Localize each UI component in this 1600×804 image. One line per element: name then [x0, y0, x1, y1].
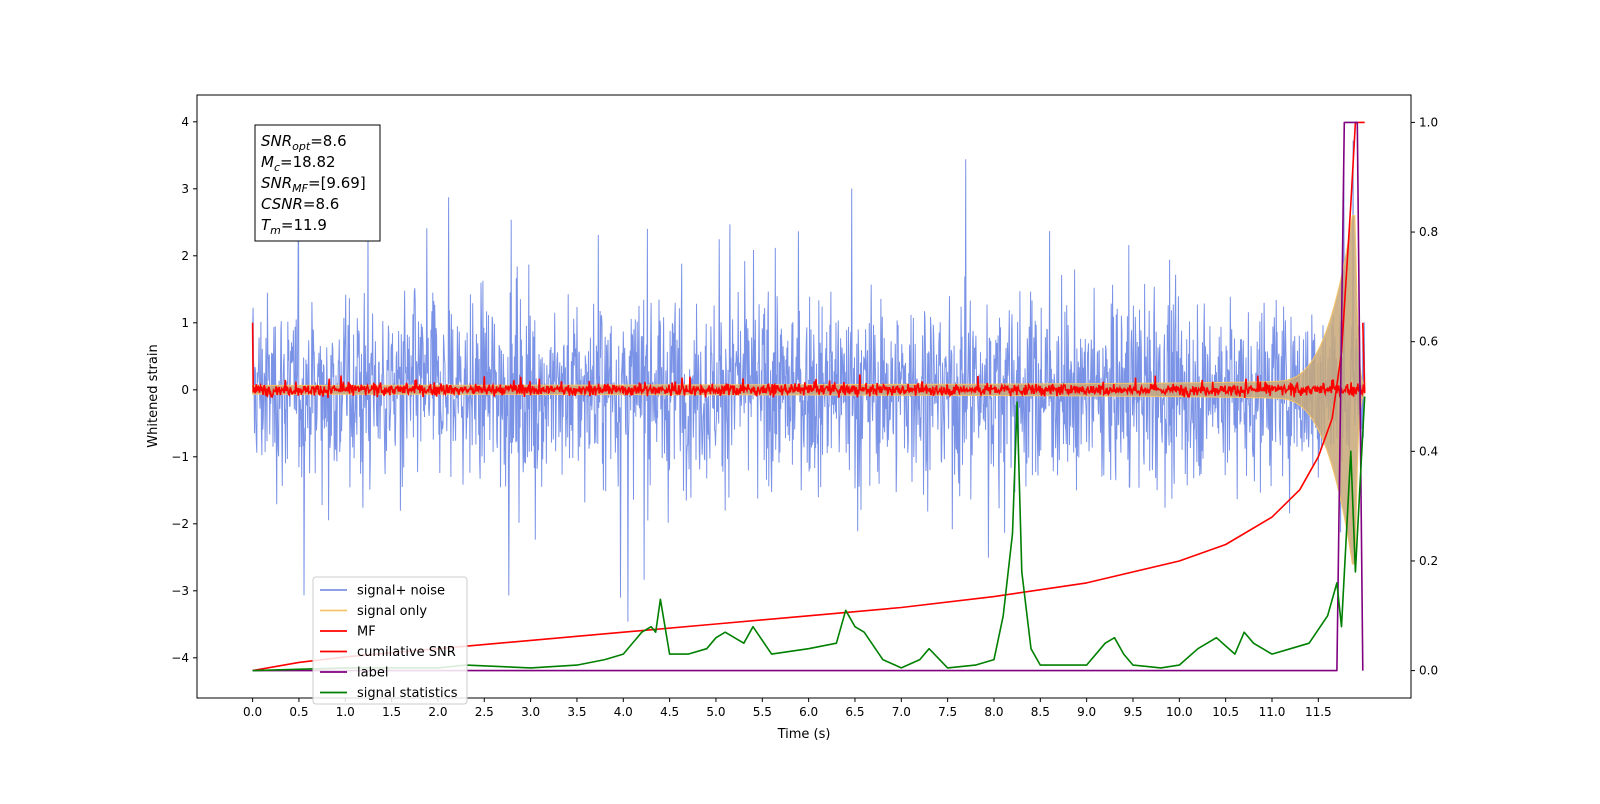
series-mf-line — [251, 322, 1366, 399]
y-axis-right: 1.0 0.8 0.6 0.4 0.2 0.0 — [1411, 115, 1438, 678]
x-tick-label: 8.5 — [1031, 705, 1050, 719]
legend-label: signal statistics — [357, 686, 458, 701]
x-tick-label: 5.0 — [706, 705, 725, 719]
annotation-line: CSNR=8.6 — [261, 195, 339, 213]
annotation-line: SNRopt=8.6 — [261, 132, 347, 153]
series-cumilative-snr-line — [252, 121, 1365, 672]
series-label-line — [252, 121, 1364, 672]
x-tick-label: 2.5 — [475, 705, 494, 719]
y2-tick-label: 0.8 — [1419, 225, 1438, 239]
x-tick-label: 7.0 — [892, 705, 911, 719]
y-tick-label: −2 — [171, 517, 189, 531]
y2-tick-label: 0.6 — [1419, 335, 1438, 349]
x-tick-label: 11.5 — [1305, 705, 1332, 719]
x-tick-label: 9.5 — [1123, 705, 1142, 719]
y-tick-label: 0 — [181, 383, 189, 397]
x-tick-label: 3.5 — [567, 705, 586, 719]
annotation-frame — [254, 124, 381, 242]
x-axis-label: Time (s) — [777, 727, 831, 742]
y2-tick-label: 0.2 — [1419, 554, 1438, 568]
x-tick-label: 10.0 — [1166, 705, 1193, 719]
x-tick-label: 2.0 — [428, 705, 447, 719]
legend-label: label — [357, 666, 388, 681]
legend-label: cumilative SNR — [357, 645, 456, 660]
x-axis: 0.0 0.5 1.0 1.5 2.0 2.5 3.0 3.5 4.0 4.5 5.0 5.5 6.0 6… — [243, 698, 1332, 719]
x-tick-label: 0.5 — [289, 705, 308, 719]
y-tick-label: −3 — [171, 584, 189, 598]
legend-label: signal+ noise — [357, 584, 445, 599]
y-tick-label: −1 — [171, 450, 189, 464]
x-tick-label: 4.5 — [660, 705, 679, 719]
x-tick-label: 0.0 — [243, 705, 262, 719]
x-tick-label: 11.0 — [1259, 705, 1286, 719]
series-signal-statistics-line — [252, 396, 1366, 672]
plot-area — [251, 121, 1366, 672]
x-tick-label: 1.5 — [382, 705, 401, 719]
y-axis-label: Whitened strain — [146, 344, 161, 447]
x-tick-label: 5.5 — [753, 705, 772, 719]
x-tick-label: 6.0 — [799, 705, 818, 719]
y2-tick-label: 0.4 — [1419, 444, 1438, 458]
legend: signal+ noise signal only MF cumilative SNR… — [312, 576, 468, 705]
y2-tick-label: 1.0 — [1419, 115, 1438, 129]
legend-frame — [312, 576, 468, 705]
x-tick-label: 8.0 — [984, 705, 1003, 719]
legend-label: signal only — [357, 604, 427, 619]
y-axis-left: 4 3 2 1 0 −1 −2 −3 −4 — [171, 115, 197, 665]
annotation-line: Mc=18.82 — [261, 153, 336, 174]
x-tick-label: 6.5 — [845, 705, 864, 719]
series-signal-noise-line — [252, 140, 1366, 622]
x-tick-label: 4.0 — [614, 705, 633, 719]
x-tick-label: 10.5 — [1212, 705, 1239, 719]
x-tick-label: 1.0 — [336, 705, 355, 719]
y-tick-label: 1 — [181, 316, 189, 330]
legend-items: signal+ noise signal only MF cumilative SNR… — [320, 584, 458, 701]
x-tick-label: 3.0 — [521, 705, 540, 719]
y-tick-label: 4 — [181, 115, 189, 129]
y2-tick-label: 0.0 — [1419, 664, 1438, 678]
annotation-line: Tm=11.9 — [261, 216, 327, 237]
y-tick-label: −4 — [171, 651, 189, 665]
y-tick-label: 2 — [181, 249, 189, 263]
axes-frame — [196, 94, 1412, 699]
legend-label: MF — [357, 625, 376, 640]
x-tick-label: 9.0 — [1077, 705, 1096, 719]
y-tick-label: 3 — [181, 182, 189, 196]
annotation-line: SNRMF=[9.69] — [261, 174, 366, 195]
x-tick-label: 7.5 — [938, 705, 957, 719]
